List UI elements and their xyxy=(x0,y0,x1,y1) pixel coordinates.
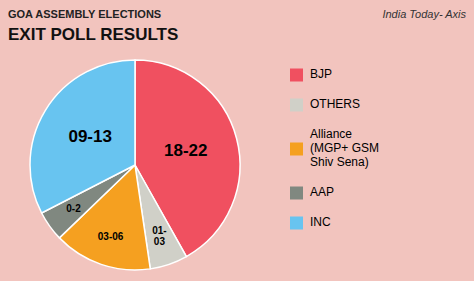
subtitle: EXIT POLL RESULTS xyxy=(8,25,178,44)
source: India Today- Axis xyxy=(382,8,466,20)
legend: BJP OTHERS Alliance(MGP+ GSMShiv Sena) AAP I… xyxy=(290,67,379,229)
legend-swatch xyxy=(290,143,303,156)
slice-labels: 18-22 01-03 03-06 0-2 09-13 xyxy=(66,127,207,247)
slice-label: 03-06 xyxy=(98,230,124,241)
legend-swatch xyxy=(290,187,303,200)
legend-swatch xyxy=(290,99,303,112)
slice-label: 09-13 xyxy=(68,127,111,146)
legend-label: BJP xyxy=(310,67,332,81)
background xyxy=(0,0,474,281)
pie xyxy=(30,60,240,270)
slice-label: 18-22 xyxy=(164,141,207,160)
legend-label: INC xyxy=(310,215,331,229)
legend-label: OTHERS xyxy=(310,97,360,111)
slice-label: 01-03 xyxy=(152,225,166,247)
legend-label: Alliance(MGP+ GSMShiv Sena) xyxy=(310,127,379,169)
legend-label: AAP xyxy=(310,185,334,199)
chart: GOA ASSEMBLY ELECTIONS EXIT POLL RESULTS I… xyxy=(0,0,474,281)
legend-swatch xyxy=(290,217,303,230)
slice xyxy=(30,60,135,213)
slice-label: 0-2 xyxy=(66,203,81,214)
legend-swatch xyxy=(290,69,303,82)
title: GOA ASSEMBLY ELECTIONS xyxy=(8,8,161,20)
